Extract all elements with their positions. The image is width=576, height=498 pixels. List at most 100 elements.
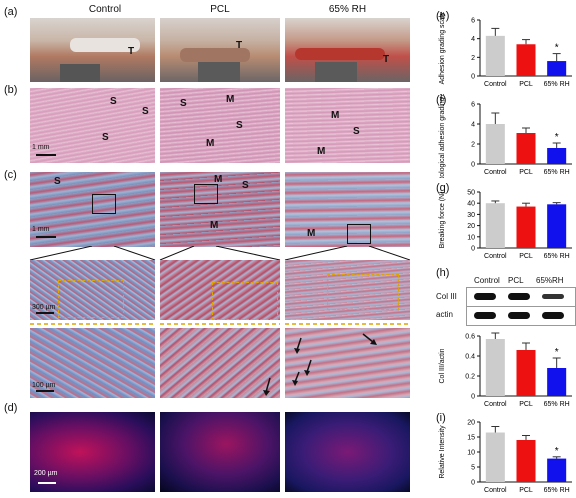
bar-i-2 (547, 458, 567, 482)
masson-rh-m: M (307, 228, 316, 239)
panel-label-c: (c) (4, 169, 17, 181)
panel-label-i: (i) (436, 412, 446, 424)
x-tick-label-f-1: PCL (519, 169, 533, 176)
fluor-control: 200 µm (30, 412, 155, 492)
masson-zoom2-pcl (160, 328, 280, 398)
bar-g-0 (485, 203, 505, 248)
x-tick-label-h-1: PCL (519, 401, 533, 408)
x-tick-label-g-0: Control (484, 253, 507, 260)
column-header-pcl: PCL (210, 4, 230, 15)
y-tick-label-f-2: 4 (471, 122, 475, 129)
y-tick-label-h-0: 0 (471, 394, 475, 401)
fluor-pcl (160, 412, 280, 492)
y-tick-label-f-1: 2 (471, 142, 475, 149)
he-rh-s1: S (353, 126, 360, 137)
bar-e-0 (485, 35, 505, 76)
photo-pcl: T (160, 18, 280, 82)
x-tick-label-e-1: PCL (519, 81, 533, 88)
fluor-rh (285, 412, 410, 492)
x-tick-label-e-2: 65% RH (544, 81, 570, 88)
y-axis-label-g: Breaking force (N) (439, 192, 446, 249)
wb-band-col3-rh (542, 294, 564, 299)
wb-band-col3-pcl (508, 293, 530, 300)
bar-e-2 (547, 61, 567, 76)
bar-g-1 (516, 206, 536, 248)
he-control-s3: S (102, 132, 109, 143)
masson-zoom1-rh (285, 260, 410, 320)
panel-label-b: (b) (4, 84, 18, 96)
y-tick-label-e-3: 6 (471, 18, 475, 25)
he-pcl-m1: M (226, 94, 235, 105)
y-axis-label-f: Histological adhesion grading scale (439, 94, 446, 178)
wb-band-actin-control (474, 312, 496, 319)
panel-label-g: (g) (436, 182, 450, 194)
y-tick-label-h-3: 0.6 (465, 334, 475, 341)
x-tick-label-g-1: PCL (519, 253, 533, 260)
masson-zoom2-rh (285, 328, 410, 398)
masson-pcl: M S M (160, 172, 280, 247)
he-rh: M S M (285, 88, 410, 163)
bar-f-0 (485, 124, 505, 164)
bar-f-2 (547, 148, 567, 164)
masson-pcl-m2: M (210, 220, 219, 231)
arrow-icon (263, 377, 271, 396)
column-header-rh: 65% RH (328, 4, 367, 15)
he-rh-m2: M (317, 146, 326, 157)
scalebar-d (38, 482, 56, 484)
y-axis-label-h: Col III/actin (439, 348, 446, 383)
chart-h: Col III/actin 0 0.2 0.4 0.6 Control PCL 65% RH * (439, 332, 572, 408)
y-tick-label-h-2: 0.4 (465, 354, 475, 361)
x-tick-label-i-0: Control (484, 487, 507, 494)
he-control: S S S 1 mm (30, 88, 155, 163)
significance-f-2: * (555, 132, 559, 143)
bar-f-1 (516, 133, 536, 164)
arrows-icon (292, 333, 377, 386)
masson-zoom1-control: 300 µm (30, 260, 155, 320)
wb-band-col3-control (474, 293, 496, 300)
chart-f: Histological adhesion grading scale 0 2 4 6 C… (439, 94, 572, 178)
panel-label-f: (f) (436, 94, 447, 106)
y-tick-label-i-2: 10 (467, 450, 475, 457)
photo-control-t: T (128, 46, 135, 57)
bar-i-1 (516, 440, 536, 482)
scalebar-b (36, 154, 56, 156)
chart-i: Relative Intensity 0 5 10 15 20 Control PCL 65% … (439, 420, 572, 494)
western-blot: Control PCL 65%RH Col III actin (436, 276, 576, 326)
scalebar-b-label: 1 mm (32, 144, 50, 151)
masson-pcl-s: S (242, 180, 249, 191)
y-tick-label-g-5: 50 (467, 190, 475, 197)
x-tick-label-h-2: 65% RH (544, 401, 570, 408)
wb-band-actin-pcl (508, 312, 530, 319)
x-tick-label-h-0: Control (484, 401, 507, 408)
x-tick-label-f-2: 65% RH (544, 169, 570, 176)
bar-i-0 (485, 432, 505, 482)
x-tick-label-e-0: Control (484, 81, 507, 88)
scalebar-c3 (36, 390, 54, 392)
y-tick-label-e-0: 0 (471, 74, 475, 81)
scalebar-c2 (36, 312, 54, 314)
significance-i-2: * (555, 446, 559, 457)
y-tick-label-g-2: 20 (467, 223, 475, 230)
masson-zoom2-control: 100 µm (30, 328, 155, 398)
photo-control: T (30, 18, 155, 82)
x-tick-label-i-1: PCL (519, 487, 533, 494)
photo-pcl-t: T (236, 40, 243, 51)
significance-h-2: * (555, 347, 559, 358)
wb-label-col3: Col III (436, 292, 457, 301)
wb-label-actin: actin (436, 310, 453, 319)
significance-e-2: * (555, 43, 559, 54)
panel-label-a: (a) (4, 6, 18, 18)
scalebar-c-label: 1 mm (32, 226, 50, 233)
he-control-s2: S (142, 106, 149, 117)
scalebar-c (36, 236, 56, 238)
bar-h-1 (516, 350, 536, 396)
zoom-dashed-lines (30, 323, 410, 325)
y-axis-label-e: Adhesion grading scale (439, 12, 446, 85)
wb-band-actin-rh (542, 312, 564, 319)
masson-control-s: S (54, 176, 61, 187)
y-tick-label-i-3: 15 (467, 435, 475, 442)
he-pcl-s2: S (236, 120, 243, 131)
bar-e-1 (516, 44, 536, 76)
masson-rh: M (285, 172, 410, 247)
y-tick-label-g-1: 10 (467, 234, 475, 241)
